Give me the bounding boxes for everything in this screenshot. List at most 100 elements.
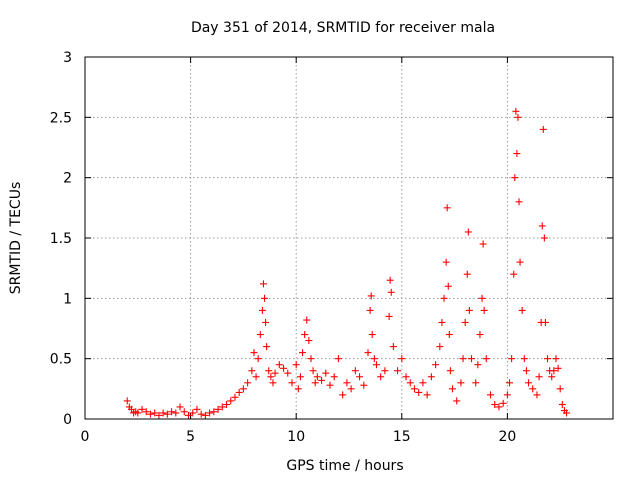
data-point <box>463 270 471 278</box>
data-point <box>339 391 347 399</box>
data-point <box>448 385 456 393</box>
data-point <box>474 361 482 369</box>
y-tick-label: 0.5 <box>50 352 72 368</box>
y-tick-label: 0 <box>63 412 72 428</box>
data-point <box>394 367 402 375</box>
data-point <box>258 306 266 314</box>
data-point <box>259 280 267 288</box>
data-point <box>552 355 560 363</box>
data-point <box>548 373 556 381</box>
data-point <box>385 312 393 320</box>
chart-title: Day 351 of 2014, SRMTID for receiver mal… <box>191 20 495 36</box>
data-point <box>540 234 548 242</box>
data-point <box>299 349 307 357</box>
data-point <box>163 410 171 418</box>
y-tick-label: 2.5 <box>50 110 72 126</box>
data-point <box>223 401 231 409</box>
data-point <box>453 397 461 405</box>
data-point <box>377 373 385 381</box>
data-point <box>201 411 209 419</box>
data-point <box>512 107 520 115</box>
data-point <box>284 369 292 377</box>
data-point <box>168 408 176 416</box>
data-point <box>275 361 283 369</box>
data-point <box>495 403 503 411</box>
data-point <box>231 393 239 401</box>
data-point <box>184 411 192 419</box>
data-point <box>480 306 488 314</box>
data-point <box>176 403 184 411</box>
data-point <box>318 376 326 384</box>
y-axis-label: SRMTID / TECUs <box>8 182 24 295</box>
data-point <box>356 373 364 381</box>
data-point <box>386 276 394 284</box>
data-point <box>406 379 414 387</box>
data-point <box>239 385 247 393</box>
data-point <box>398 355 406 363</box>
data-point <box>415 388 423 396</box>
data-point <box>364 349 372 357</box>
data-point <box>146 410 154 418</box>
data-point <box>142 408 150 416</box>
data-point <box>506 379 514 387</box>
data-point <box>520 355 528 363</box>
data-point <box>172 409 180 417</box>
data-point <box>267 373 275 381</box>
data-point <box>402 373 410 381</box>
data-point <box>262 318 270 326</box>
y-tick-label: 1 <box>63 291 72 307</box>
data-point <box>159 409 167 417</box>
plot-frame <box>84 56 614 420</box>
data-point <box>294 385 302 393</box>
data-point <box>544 355 552 363</box>
data-point <box>525 379 533 387</box>
data-point <box>189 409 197 417</box>
data-point <box>180 408 188 416</box>
data-point <box>535 373 543 381</box>
data-point <box>464 228 472 236</box>
data-point <box>227 397 235 405</box>
data-point <box>529 385 537 393</box>
data-point <box>254 355 262 363</box>
data-point <box>467 355 475 363</box>
data-point <box>558 401 566 409</box>
data-point <box>256 331 264 339</box>
data-point <box>510 270 518 278</box>
data-point <box>210 408 218 416</box>
data-point <box>313 373 321 381</box>
data-point <box>265 367 273 375</box>
data-point <box>478 294 486 302</box>
data-point <box>343 379 351 387</box>
data-point <box>443 204 451 212</box>
data-point <box>334 355 342 363</box>
data-point <box>151 409 159 417</box>
data-point <box>444 282 452 290</box>
data-point <box>476 331 484 339</box>
data-point <box>330 373 338 381</box>
x-tick-label: 5 <box>186 429 195 445</box>
x-axis-label: GPS time / hours <box>286 458 403 474</box>
data-point <box>197 410 205 418</box>
x-tick-label: 20 <box>498 429 516 445</box>
data-point <box>296 373 304 381</box>
y-tick-labels: 0 0.5 1 1.5 2 2.5 3 <box>50 50 72 428</box>
data-point <box>280 364 288 372</box>
data-point <box>541 318 549 326</box>
grid-lines <box>85 57 613 419</box>
data-point <box>410 385 418 393</box>
data-point <box>127 405 135 413</box>
y-tick-label: 2 <box>63 171 72 187</box>
data-point <box>511 174 519 182</box>
data-point <box>370 355 378 363</box>
data-point <box>518 306 526 314</box>
data-point <box>533 391 541 399</box>
data-point <box>419 379 427 387</box>
data-point <box>214 405 222 413</box>
x-tick-label: 15 <box>393 429 411 445</box>
data-point <box>465 306 473 314</box>
data-point <box>461 318 469 326</box>
data-point <box>554 364 562 372</box>
data-point <box>309 367 317 375</box>
data-point <box>499 399 507 407</box>
